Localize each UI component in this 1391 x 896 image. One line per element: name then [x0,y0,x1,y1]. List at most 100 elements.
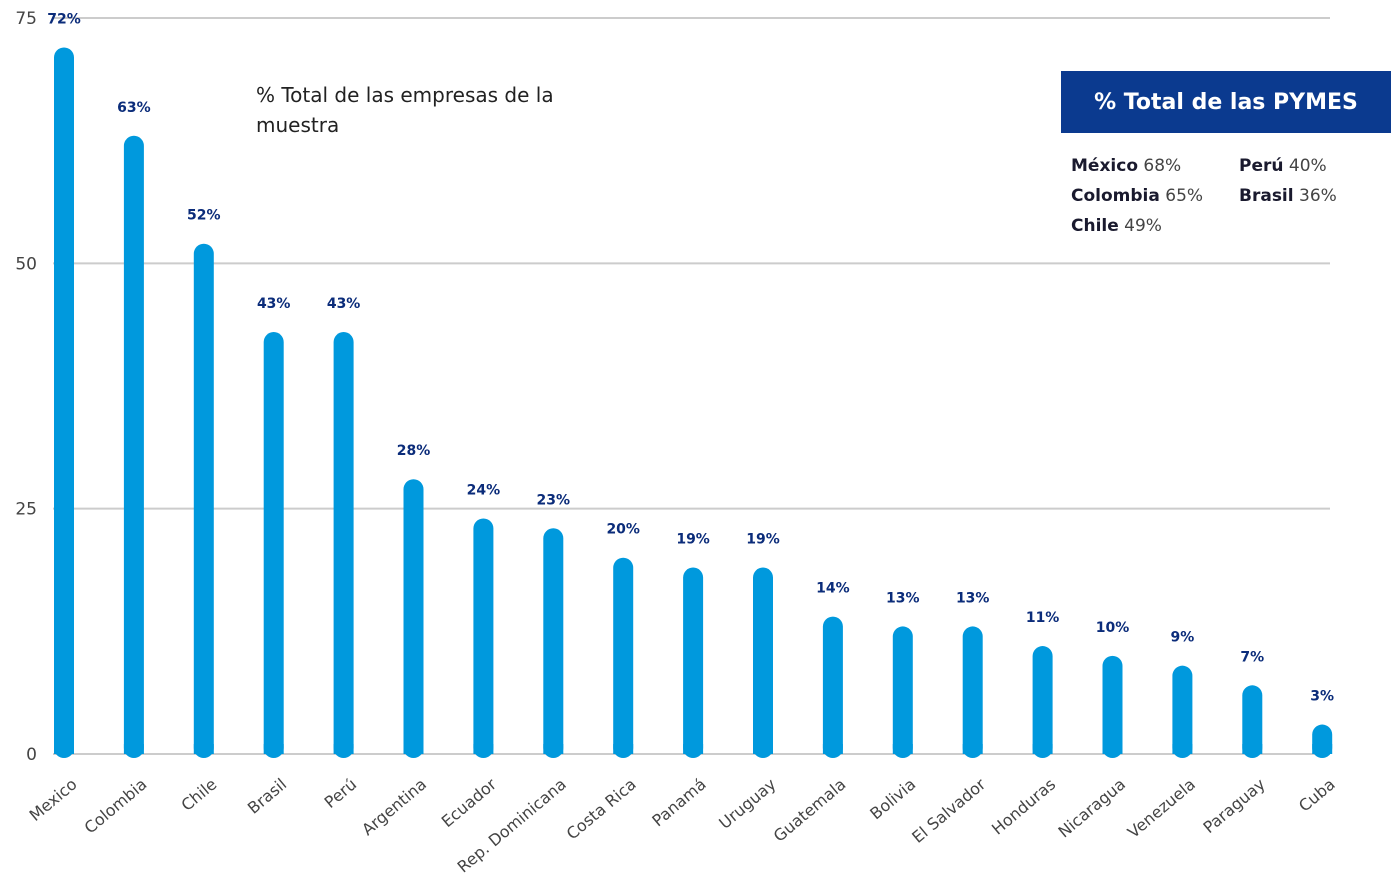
bar-value-label: 13% [956,590,990,606]
legend-list: México 68% Perú 40% Colombia 65% Brasil … [1071,152,1387,240]
bar-base [54,744,74,754]
bar-value-label: 43% [327,296,361,312]
bar-base [333,744,354,754]
legend-value: 40% [1288,156,1327,176]
bar-base [683,744,704,754]
bar-base [892,744,913,754]
bar-value-label: 3% [1310,689,1334,705]
bar [54,47,74,758]
x-category-label: Cuba [1295,775,1339,816]
x-category-label: Nicaragua [1054,775,1129,842]
bar-value-label: 13% [886,590,920,606]
bar [613,557,634,758]
y-tick-label: 75 [15,9,37,29]
bar-base [962,744,983,754]
bar-value-label: 52% [187,208,221,224]
bar [473,518,494,758]
bar-base [1032,744,1053,754]
legend-item-peru: Perú 40% [1239,152,1387,180]
legend-country: Brasil [1239,186,1294,206]
bar [333,332,354,758]
bar-value-label: 7% [1240,649,1264,665]
legend-country: Colombia [1071,186,1160,206]
x-category-label: Venezuela [1124,775,1199,842]
legend-item-chile: Chile 49% [1071,212,1239,240]
bar-base [1102,744,1123,754]
bar-value-label: 24% [467,482,501,498]
y-tick-label: 0 [26,745,37,765]
bar-base [193,744,214,754]
legend-title: % Total de las PYMES [1094,89,1358,115]
x-category-label: Paraguay [1199,775,1268,838]
x-category-label: El Salvador [908,774,989,847]
legend-value: 36% [1299,186,1337,206]
bar-value-label: 19% [746,532,780,548]
bar [892,626,913,758]
bar-value-label: 23% [537,492,571,508]
legend-country: Perú [1239,156,1284,176]
bar [1242,685,1263,758]
bar-value-label: 20% [606,522,640,538]
x-category-label: Bolivia [866,775,919,824]
bar-base [613,744,634,754]
bar-value-label: 43% [257,296,291,312]
x-category-label: Costa Rica [563,775,640,844]
bar [822,616,843,758]
y-axis-ticks: 0 25 50 75 [15,9,37,765]
bar-value-label: 10% [1096,620,1130,636]
bar [683,567,704,758]
x-category-label: Chile [177,775,220,815]
bar [123,135,144,758]
bar [753,567,773,758]
bar [263,332,284,758]
x-category-label: Honduras [988,775,1059,839]
bar-base [822,744,843,754]
chart-subtitle: % Total de las empresas de la muestra [256,83,554,137]
x-category-label: Mexico [26,775,81,825]
bar [1032,646,1053,758]
bar-base [123,744,144,754]
bar [1102,655,1123,758]
x-category-label: Ecuador [438,774,501,831]
bar-value-label: 19% [676,532,710,548]
x-category-label: Argentina [358,775,430,840]
x-category-label: Perú [321,775,361,812]
bar-value-label: 11% [1026,610,1060,626]
legend-item-colombia: Colombia 65% [1071,182,1239,210]
bar [193,243,214,758]
legend-country: México [1071,156,1138,176]
legend-title-box: % Total de las PYMES [1061,71,1391,133]
bar-base [1312,744,1333,754]
legend-value: 65% [1165,186,1204,206]
x-category-label: Uruguay [715,775,779,833]
x-category-label: Brasil [244,775,290,818]
legend-country: Chile [1071,216,1119,236]
bar-base [403,744,424,754]
x-category-label: Guatemala [770,775,850,846]
y-tick-label: 25 [15,500,37,520]
legend-value: 49% [1124,216,1162,236]
bar-value-label: 28% [397,443,431,459]
legend-item-mexico: México 68% [1071,152,1239,180]
x-category-label: Panamá [648,775,709,831]
bar-base [1242,744,1263,754]
bar-value-label: 63% [117,100,151,116]
bar-value-label: 14% [816,581,850,597]
bar-base [753,744,773,754]
bars [54,47,1333,758]
bar [962,626,983,758]
bar-value-label: 9% [1171,630,1195,646]
bar-base [263,744,284,754]
bar-base [1172,744,1193,754]
legend-value: 68% [1143,156,1182,176]
bar [1172,665,1193,758]
bar-base [543,744,564,754]
legend-item-brasil: Brasil 36% [1239,182,1387,210]
bar [543,528,564,758]
bar [403,479,424,758]
x-category-label: Colombia [81,775,151,838]
y-tick-label: 50 [15,254,37,274]
bar-value-labels: 72% 63% 52% 43% 43% 28% 24% 23% 20% 19% 19% 14% 13% 1… [47,11,1334,704]
